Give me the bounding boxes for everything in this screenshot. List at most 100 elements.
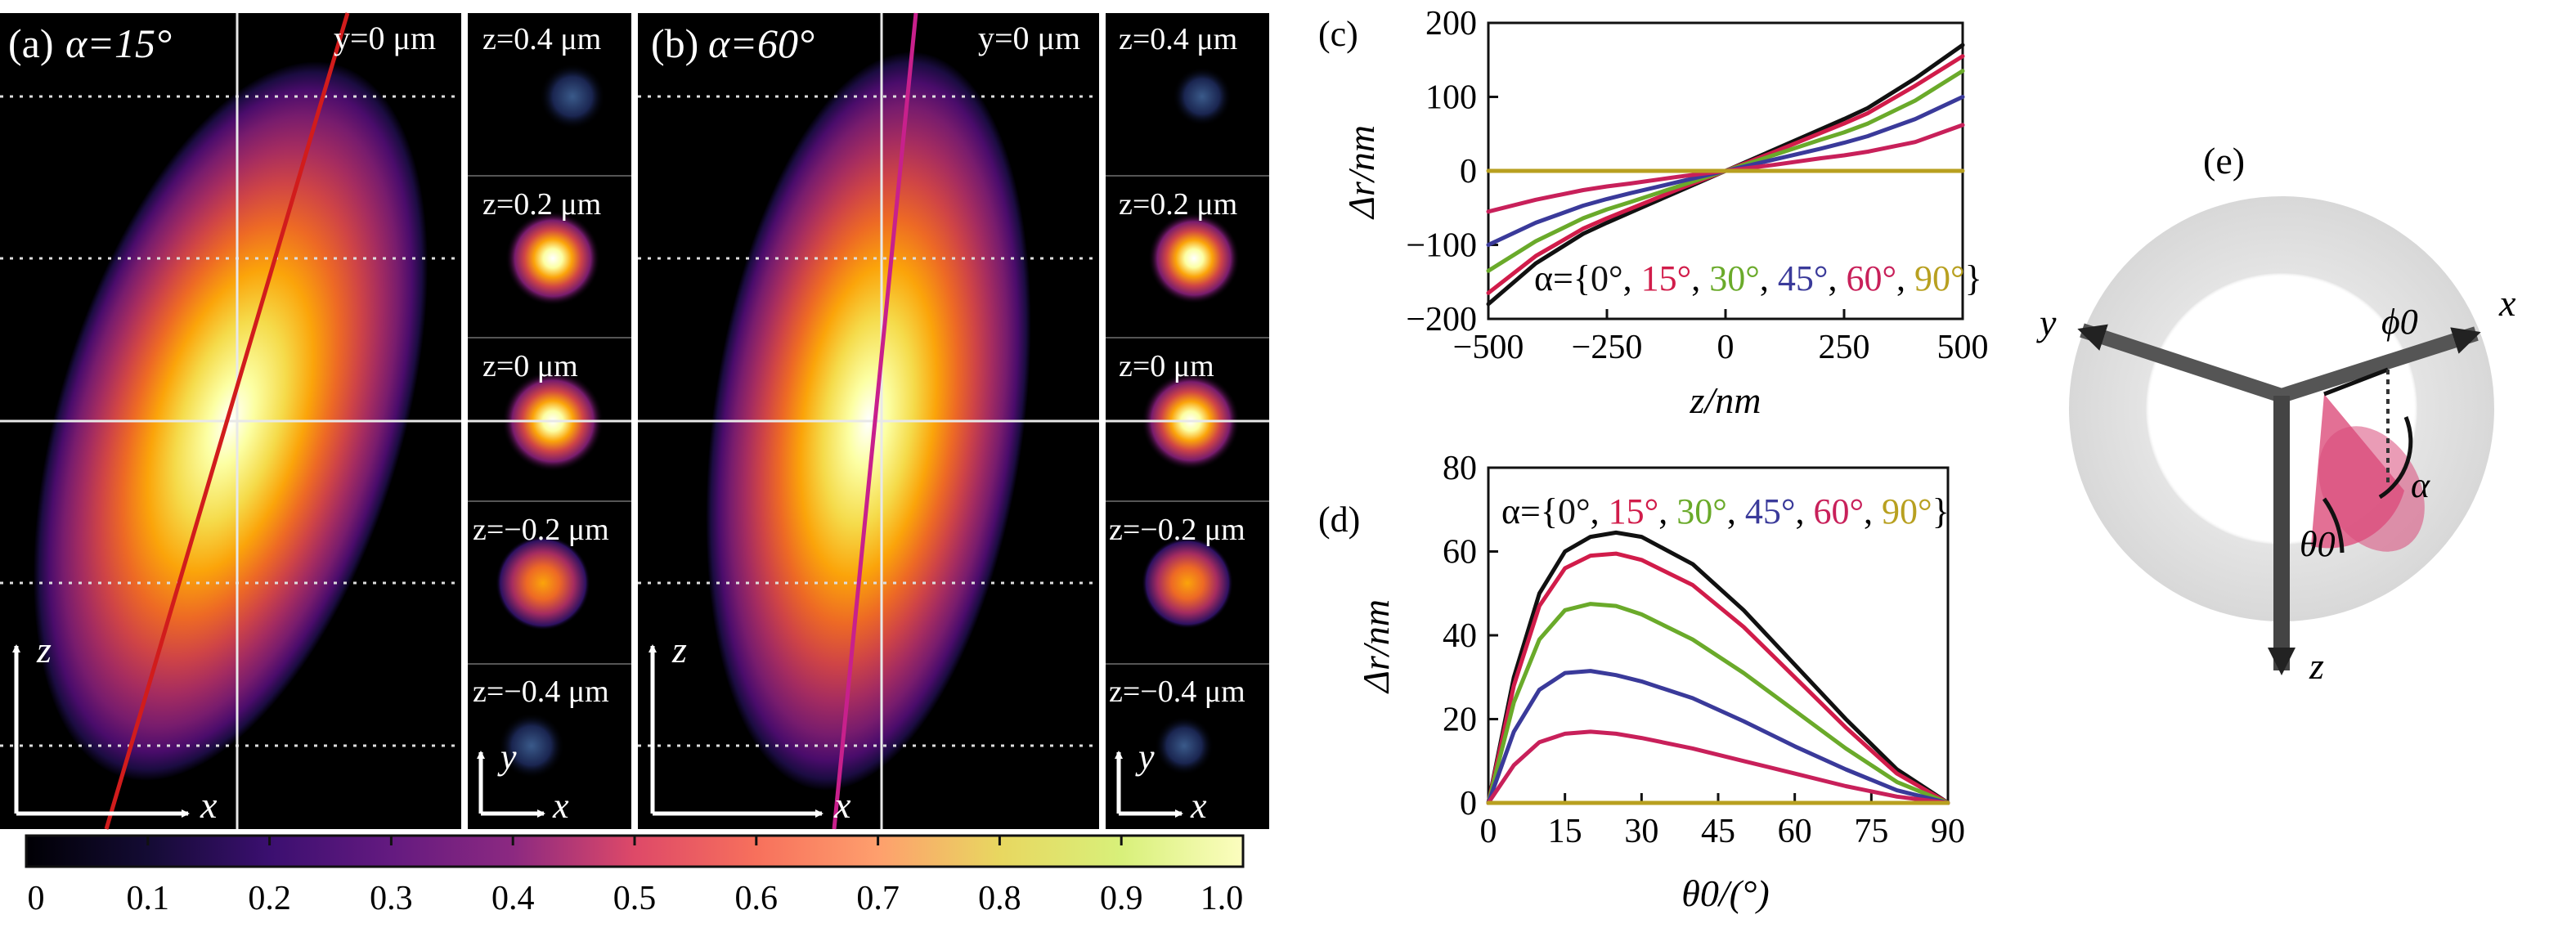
panel-c-y-ticks: 200 100 0 −100 −200 — [1406, 5, 1498, 338]
panel-d-series — [1486, 530, 1950, 805]
panel-d-x-tick-label: 30 — [1624, 813, 1658, 850]
colorbar-tick-label: 0.4 — [491, 880, 535, 917]
panel-d-legend-prefix: α={ — [1501, 491, 1558, 531]
panel-c-x-tick-label: 0 — [1717, 329, 1735, 366]
panel-d-y-tick-label: 60 — [1443, 534, 1477, 572]
panel-a-axes-arrows: z x — [12, 629, 218, 826]
panel-c-legend-item-3: 30° — [1709, 258, 1760, 298]
panel-e-theta-label: θ0 — [2300, 524, 2336, 564]
panel-e-theta-arc — [2322, 497, 2345, 554]
panel-d-y-ticks: 80 60 40 20 0 — [1443, 450, 1498, 823]
panel-d-x-tick-label: 75 — [1854, 813, 1888, 850]
panel-a-slice-label-3: z=0 μm — [482, 349, 578, 383]
colorbar-tick-label: 0 — [28, 880, 45, 917]
panel-a-slice-label-2: z=0.2 μm — [482, 187, 601, 222]
panel-a-slice-spot-1 — [540, 64, 605, 129]
panel-d-x-tick-label: 45 — [1701, 813, 1735, 850]
panel-d-legend-item-5: 60° — [1813, 491, 1864, 531]
panel-a-axis-z: z — [36, 629, 52, 670]
panel-e-axis-x: x — [2498, 282, 2516, 324]
panel-c-series — [1486, 43, 1965, 307]
panel-d: (d) 80 60 40 20 0 0 15 30 45 60 75 90 Δr/nm θ0/(°)… — [1318, 450, 1965, 914]
panel-a-axis-x: x — [200, 784, 218, 826]
panel-b-slice-spot-5 — [1155, 716, 1214, 775]
panel-c-series-line-5 — [1486, 123, 1965, 214]
panel-b-slice-label-3: z=0 μm — [1119, 349, 1214, 383]
panel-e: (e) x y z ϕ0 θ0 α — [2036, 140, 2516, 687]
panel-d-legend-item-3: 30° — [1676, 491, 1727, 531]
colorbar-tick-label: 0.3 — [370, 880, 413, 917]
panel-b-axis-x2: x — [1190, 786, 1207, 826]
panel-a-slice-spot-5 — [499, 713, 564, 778]
panel-c-y-tick-label: 0 — [1460, 153, 1477, 191]
panel-b-alpha: α=60° — [708, 20, 815, 66]
panel-c-legend-item-4: 45° — [1778, 258, 1829, 298]
panel-b-slices: z=0.4 μm z=0.2 μm z=0 μm z=−0.2 μm z=−0.… — [1106, 22, 1269, 826]
panel-b-slice-label-4: z=−0.2 μm — [1109, 513, 1245, 547]
panel-b-slice-spot-1 — [1173, 67, 1232, 126]
colorbar-tick-label: 0.8 — [978, 880, 1021, 917]
panel-b-label: (b) — [651, 20, 698, 66]
panel-d-legend-item-6: 90° — [1882, 491, 1932, 531]
panel-c-y-tick-label: −100 — [1406, 227, 1477, 265]
panel-a-xz-label: y=0 μm — [334, 20, 436, 56]
panel-a-slice-spot-4 — [496, 536, 590, 630]
colorbar-tick-label: 0.1 — [127, 880, 170, 917]
panel-c-x-tick-label: 500 — [1937, 329, 1989, 366]
panel-c-x-ticks: −500 −250 0 250 500 — [1453, 309, 1989, 366]
panel-a-axis-y: y — [497, 737, 517, 777]
panel-a-slices: z=0.4 μm z=0.2 μm z=0 μm z=−0.2 μm z=−0.… — [468, 22, 631, 826]
panel-d-y-tick-label: 0 — [1460, 785, 1477, 823]
panel-e-alpha-arc — [2378, 416, 2413, 500]
panel-d-label: (d) — [1318, 500, 1360, 540]
panel-b: (b) α=60° y=0 μm z x z=0.4 μm z=0.2 μm z… — [638, 12, 1269, 830]
panel-e-label: (e) — [2203, 140, 2245, 182]
panel-b-dotted-lines — [638, 95, 1099, 747]
panel-d-series-line-1 — [1486, 530, 1950, 805]
panel-b-axis-z: z — [671, 629, 687, 670]
panel-a-axis-x2: x — [552, 786, 569, 826]
panel-e-axis-z: z — [2309, 645, 2324, 687]
panel-c-legend-item-6: 90° — [1914, 258, 1965, 298]
panel-d-x-tick-label: 60 — [1778, 813, 1812, 850]
panel-d-legend-item-4: 45° — [1745, 491, 1796, 531]
panel-e-vector — [2323, 367, 2389, 397]
panel-b-slice-label-2: z=0.2 μm — [1119, 187, 1237, 222]
panel-c-legend-prefix: α={ — [1534, 258, 1591, 298]
panel-a-slice-label-1: z=0.4 μm — [482, 22, 601, 56]
panel-d-series-line-4 — [1486, 669, 1950, 805]
panel-c-legend-suffix: } — [1965, 258, 1982, 298]
panel-b-slice-spot-4 — [1142, 537, 1233, 629]
panel-e-cone-base — [2318, 426, 2425, 552]
panel-a-slice-label-4: z=−0.2 μm — [473, 513, 609, 547]
panel-b-axis-line — [832, 12, 918, 830]
panel-d-series-line-2 — [1486, 551, 1950, 805]
panel-c-x-tick-label: 250 — [1819, 329, 1870, 366]
panel-e-x-axis-arrow — [2279, 326, 2481, 403]
colorbar-tick-label: 0.9 — [1100, 880, 1143, 917]
panel-c-xlabel: z/nm — [1690, 379, 1761, 421]
panel-e-axis-y: y — [2036, 302, 2057, 343]
panel-c-y-tick-label: 100 — [1425, 79, 1477, 117]
panel-d-legend-item-2: 15° — [1609, 491, 1659, 531]
panel-b-slice-label-5: z=−0.4 μm — [1109, 675, 1245, 709]
panel-d-x-tick-label: 90 — [1931, 813, 1965, 850]
colorbar-tick-label: 0.6 — [735, 880, 779, 917]
panel-d-y-tick-label: 80 — [1443, 450, 1477, 487]
panel-a: (a) α=15° y=0 μm z x z=0.4 μm z=0.2 μm z… — [0, 12, 631, 830]
panel-d-series-line-3 — [1486, 602, 1950, 805]
panel-d-legend-suffix: } — [1932, 491, 1950, 531]
panel-a-dotted-lines — [0, 95, 461, 747]
panel-e-phi-label: ϕ0 — [2381, 302, 2418, 342]
panel-b-axes-arrows: z x — [648, 629, 851, 826]
panel-a-slice-label-5: z=−0.4 μm — [473, 675, 609, 709]
panel-c-y-tick-label: 200 — [1425, 5, 1477, 43]
panel-d-y-tick-label: 20 — [1443, 702, 1477, 739]
colorbar-tick-labels: 0 0.1 0.2 0.3 0.4 0.5 0.6 0.7 0.8 0.9 1.0 — [25, 836, 1245, 917]
panel-a-label: (a) — [8, 20, 54, 66]
panel-a-alpha: α=15° — [65, 20, 172, 66]
colorbar-tick-label: 1.0 — [1200, 880, 1244, 917]
panel-b-axis-y: y — [1135, 737, 1155, 777]
panel-d-legend: α={0°, 15°, 30°, 45°, 60°, 90°} — [1501, 491, 1950, 531]
colorbar-tick-label: 0.7 — [856, 880, 900, 917]
